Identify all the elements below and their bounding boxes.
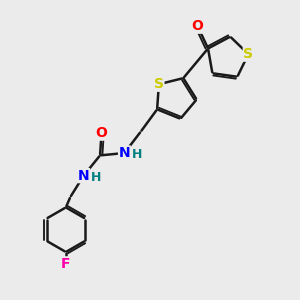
Text: O: O [192, 19, 204, 33]
Text: H: H [91, 171, 101, 184]
Text: F: F [61, 257, 70, 271]
Text: H: H [132, 148, 142, 161]
Text: S: S [243, 47, 254, 61]
Text: N: N [78, 169, 89, 183]
Text: N: N [118, 146, 130, 160]
Text: O: O [96, 126, 107, 140]
Text: S: S [154, 77, 164, 91]
